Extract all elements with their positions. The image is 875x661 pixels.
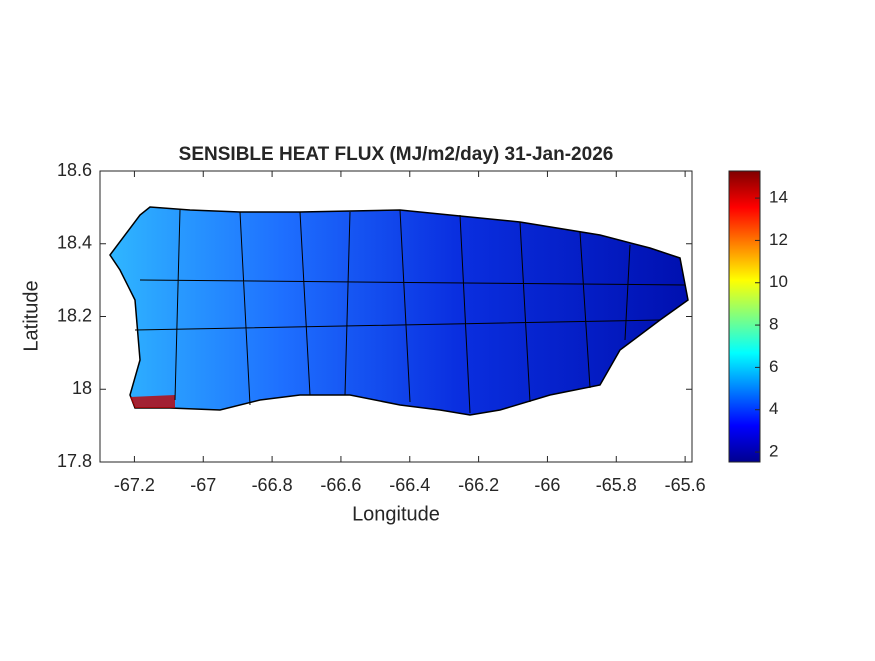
colorbar-tick-label: 8: [769, 315, 778, 334]
south-coast-hot: [130, 395, 175, 408]
x-tick-label: -66: [534, 475, 560, 495]
colorbar-tick-label: 2: [769, 442, 778, 461]
y-tick-label: 18.2: [57, 305, 92, 325]
colorbar-tick-label: 14: [769, 188, 788, 207]
x-tick-label: -67.2: [114, 475, 155, 495]
y-tick-label: 18.4: [57, 233, 92, 253]
x-tick-label: -66.2: [458, 475, 499, 495]
x-tick-label: -67: [190, 475, 216, 495]
municipal-lines: [134, 209, 686, 414]
chart-title: SENSIBLE HEAT FLUX (MJ/m2/day) 31-Jan-20…: [179, 144, 614, 165]
colorbar-tick-label: 4: [769, 399, 778, 418]
island-shape: [109, 206, 689, 416]
y-axis-label: Latitude: [20, 280, 42, 351]
x-tick-label: -66.4: [389, 475, 430, 495]
x-axis-label: Longitude: [352, 503, 440, 525]
x-tick-label: -65.8: [596, 475, 637, 495]
y-tick-label: 17.8: [57, 451, 92, 471]
x-tick-label: -66.6: [320, 475, 361, 495]
y-tick-label: 18.6: [57, 160, 92, 180]
x-tick-label: -66.8: [252, 475, 293, 495]
y-tick-label: 18: [72, 378, 92, 398]
colorbar-tick-label: 6: [769, 357, 778, 376]
colorbar: [728, 170, 761, 463]
colorbar-tick-label: 10: [769, 272, 788, 291]
colorbar-tick-label: 12: [769, 230, 788, 249]
x-tick-label: -65.6: [665, 475, 706, 495]
